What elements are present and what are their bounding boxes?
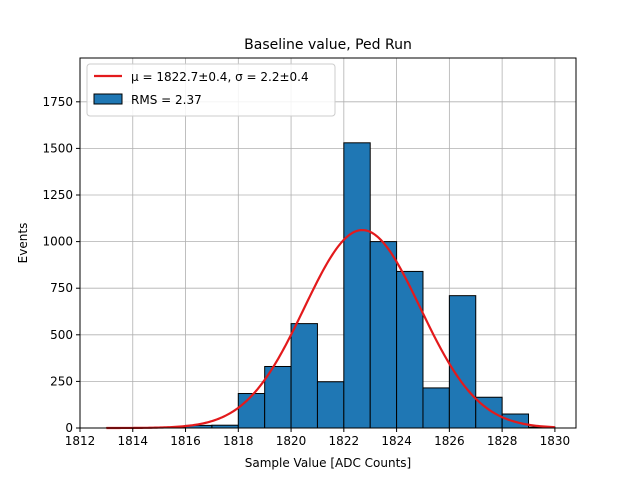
legend: μ = 1822.7±0.4, σ = 2.2±0.4 RMS = 2.37	[87, 64, 335, 116]
x-tick-label: 1820	[276, 434, 307, 448]
histogram-bar	[317, 382, 343, 428]
histogram-bar	[449, 296, 475, 428]
y-tick-label: 1000	[42, 235, 73, 249]
histogram-bar	[344, 143, 370, 428]
x-tick-label: 1812	[65, 434, 96, 448]
y-tick-label: 1250	[42, 188, 73, 202]
histogram-bar	[370, 242, 396, 428]
x-axis-label: Sample Value [ADC Counts]	[245, 456, 411, 470]
y-tick-label: 0	[65, 421, 73, 435]
x-tick-label: 1822	[329, 434, 360, 448]
x-tick-label: 1826	[434, 434, 465, 448]
legend-hist-label: RMS = 2.37	[131, 93, 202, 107]
y-tick-label: 1750	[42, 95, 73, 109]
y-axis-label: Events	[16, 223, 30, 264]
x-tick-label: 1828	[487, 434, 518, 448]
y-tick-label: 750	[50, 281, 73, 295]
legend-fit-label: μ = 1822.7±0.4, σ = 2.2±0.4	[131, 70, 309, 84]
histogram-bar	[423, 388, 449, 428]
legend-hist-swatch	[94, 94, 122, 104]
y-tick-label: 1500	[42, 141, 73, 155]
x-tick-label: 1818	[223, 434, 254, 448]
y-tick-label: 500	[50, 328, 73, 342]
histogram-bar	[397, 271, 423, 428]
x-tick-label: 1824	[381, 434, 412, 448]
x-tick-label: 1830	[540, 434, 571, 448]
x-tick-label: 1814	[117, 434, 148, 448]
histogram-bar	[238, 394, 264, 428]
y-tick-label: 250	[50, 374, 73, 388]
x-tick-label: 1816	[170, 434, 201, 448]
chart-title: Baseline value, Ped Run	[244, 37, 412, 53]
histogram-bar	[291, 324, 317, 428]
